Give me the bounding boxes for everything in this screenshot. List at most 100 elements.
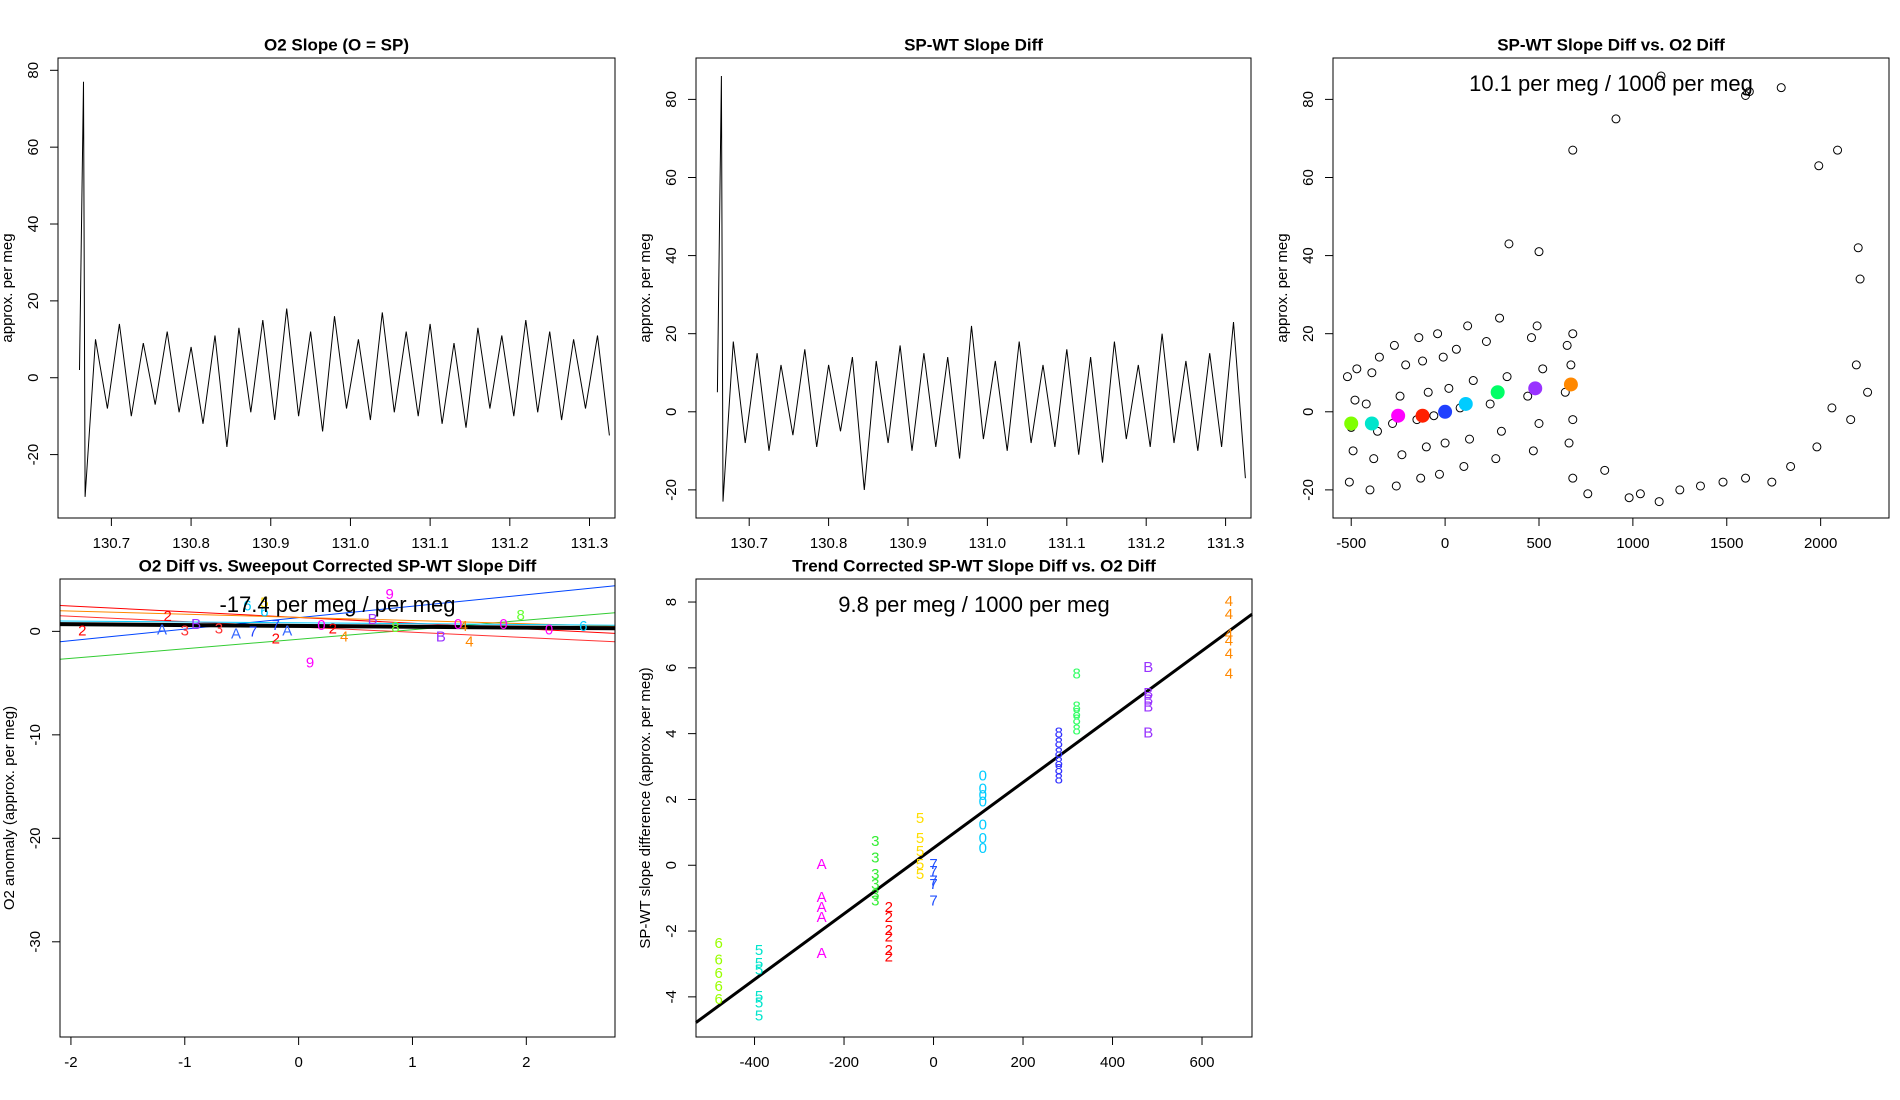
fit-line bbox=[59, 620, 616, 626]
point-label: 0 bbox=[979, 830, 987, 847]
point bbox=[1418, 356, 1428, 366]
y-axis-label: approx. per meg bbox=[1274, 233, 1291, 342]
point-label: 0 bbox=[979, 794, 987, 811]
point-label: 5 bbox=[755, 988, 763, 1005]
y-axis-label: approx. per meg bbox=[0, 233, 16, 342]
point-label: 8 bbox=[1055, 771, 1063, 788]
point-label: 5 bbox=[260, 594, 268, 611]
point bbox=[1814, 161, 1824, 171]
point bbox=[1491, 454, 1501, 464]
point bbox=[1395, 391, 1405, 401]
point bbox=[1502, 372, 1512, 382]
point bbox=[1423, 387, 1433, 397]
point bbox=[1741, 473, 1751, 483]
point-label: 6 bbox=[243, 597, 251, 614]
x-tick-label: 0 bbox=[294, 1054, 302, 1071]
point bbox=[1566, 360, 1576, 370]
point-label: 4 bbox=[1225, 606, 1233, 623]
point-label: 5 bbox=[755, 962, 763, 979]
point-label: A bbox=[817, 945, 827, 962]
group-marker bbox=[1438, 404, 1453, 419]
point bbox=[1481, 336, 1491, 346]
point bbox=[1397, 450, 1407, 460]
x-tick-label: 131.2 bbox=[491, 535, 529, 552]
y-tick-label: -2 bbox=[663, 924, 680, 937]
point-label: 0 bbox=[979, 840, 987, 857]
point-label: 4 bbox=[1225, 593, 1233, 610]
point-label: 8 bbox=[1073, 721, 1081, 738]
point bbox=[1367, 368, 1377, 378]
point-label: B bbox=[1143, 725, 1153, 742]
point-label: 5 bbox=[916, 866, 924, 883]
point bbox=[1532, 321, 1542, 331]
point-label: 2 bbox=[885, 899, 893, 916]
point bbox=[1568, 415, 1578, 425]
point bbox=[1352, 364, 1362, 374]
point-label: 5 bbox=[916, 810, 924, 827]
point bbox=[1675, 485, 1685, 495]
point bbox=[1853, 243, 1863, 253]
point-label: 5 bbox=[755, 1008, 763, 1025]
fit-line bbox=[695, 612, 1253, 1024]
point bbox=[1401, 360, 1411, 370]
point bbox=[1465, 434, 1475, 444]
point-label: 0 bbox=[979, 817, 987, 834]
point-label: 2 bbox=[78, 622, 86, 639]
x-tick-label: -500 bbox=[1336, 535, 1366, 552]
point bbox=[1654, 497, 1664, 507]
point bbox=[1744, 87, 1754, 97]
point-label: 8 bbox=[1073, 698, 1081, 715]
y-tick-label: 0 bbox=[663, 861, 680, 869]
x-tick-label: 130.8 bbox=[810, 535, 848, 552]
point-label: 8 bbox=[391, 619, 399, 636]
point-label: 8 bbox=[1055, 744, 1063, 761]
y-axis-label: approx. per meg bbox=[637, 233, 654, 342]
point bbox=[1365, 485, 1375, 495]
y-tick-label: 40 bbox=[1300, 247, 1317, 264]
point bbox=[1440, 438, 1450, 448]
point-label: 0 bbox=[979, 781, 987, 798]
point-label: 8 bbox=[1055, 761, 1063, 778]
point-label: B bbox=[1143, 685, 1153, 702]
fit-line bbox=[59, 615, 616, 643]
fit-line bbox=[59, 585, 616, 643]
y-tick-label: 60 bbox=[1300, 169, 1317, 186]
point bbox=[1568, 329, 1578, 339]
group-marker bbox=[1563, 377, 1578, 392]
point bbox=[1434, 469, 1444, 479]
point-label: 7 bbox=[249, 623, 257, 640]
point bbox=[1538, 364, 1548, 374]
point bbox=[1523, 391, 1533, 401]
point bbox=[1568, 145, 1578, 155]
group-marker bbox=[1364, 416, 1379, 431]
point bbox=[1695, 481, 1705, 491]
point bbox=[1361, 399, 1371, 409]
y-tick-label: 0 bbox=[25, 374, 42, 382]
x-tick-label: 400 bbox=[1100, 1054, 1125, 1071]
point bbox=[1374, 352, 1384, 362]
point bbox=[1468, 376, 1478, 386]
point bbox=[1600, 465, 1610, 475]
point-label: 2 bbox=[885, 948, 893, 965]
y-tick-label: 2 bbox=[663, 795, 680, 803]
group-marker bbox=[1528, 381, 1543, 396]
group-marker bbox=[1458, 396, 1473, 411]
point-label: 3 bbox=[871, 876, 879, 893]
point bbox=[1350, 395, 1360, 405]
y-tick-label: 40 bbox=[25, 216, 42, 233]
point-label: 5 bbox=[916, 843, 924, 860]
point bbox=[1776, 83, 1786, 93]
point bbox=[1389, 340, 1399, 350]
x-tick-label: 600 bbox=[1190, 1054, 1215, 1071]
x-tick-label: 200 bbox=[1011, 1054, 1036, 1071]
x-tick-label: 130.7 bbox=[730, 535, 768, 552]
point bbox=[1391, 481, 1401, 491]
group-marker bbox=[1490, 385, 1505, 400]
point bbox=[1496, 426, 1506, 436]
point-label: 7 bbox=[929, 876, 937, 893]
annotation: 10.1 per meg / 1000 per meg bbox=[1469, 71, 1753, 96]
point-label: 6 bbox=[715, 935, 723, 952]
y-tick-label: 40 bbox=[663, 247, 680, 264]
y-axis-label: SP-WT slope difference (approx. per meg) bbox=[637, 667, 654, 948]
x-tick-label: 131.2 bbox=[1127, 535, 1165, 552]
